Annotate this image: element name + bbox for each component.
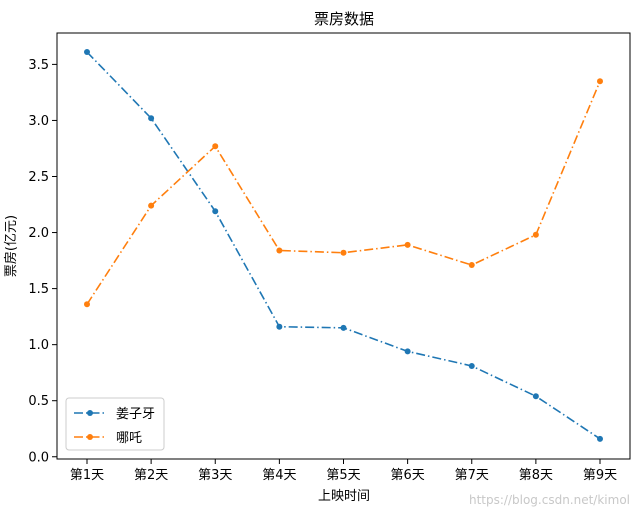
x-tick-label: 第5天 <box>326 468 360 483</box>
x-tick-label: 第6天 <box>390 468 424 483</box>
x-axis: 第1天 第2天 第3天 第4天 第5天 第6天 第7天 第8天 第9天 <box>70 459 617 483</box>
data-point <box>340 249 347 256</box>
y-axis-label: 票房(亿元) <box>3 215 19 277</box>
data-point <box>212 208 219 215</box>
y-tick-label: 2.0 <box>28 226 49 241</box>
y-tick-label: 3.5 <box>28 58 49 73</box>
legend-marker <box>87 410 93 416</box>
data-point <box>340 324 347 331</box>
data-point <box>84 301 90 308</box>
x-tick-label: 第3天 <box>198 468 232 483</box>
legend-box <box>65 397 165 451</box>
data-point <box>212 143 219 150</box>
chart-title: 票房数据 <box>314 10 374 28</box>
y-tick-label: 2.5 <box>28 170 49 185</box>
data-point <box>468 362 475 369</box>
y-tick-label: 3.0 <box>28 114 49 129</box>
y-tick-label: 1.0 <box>28 338 49 353</box>
data-point <box>532 393 539 400</box>
plot-frame <box>56 32 631 460</box>
legend-marker <box>87 434 93 440</box>
series-line-1 <box>86 80 601 305</box>
data-point <box>597 435 603 442</box>
y-tick-label: 1.5 <box>28 282 49 297</box>
x-tick-label: 第2天 <box>134 468 168 483</box>
x-tick-label: 第4天 <box>262 468 296 483</box>
data-point <box>276 323 283 330</box>
series-layer <box>84 49 603 442</box>
x-tick-label: 第7天 <box>455 468 489 483</box>
x-axis-label: 上映时间 <box>318 489 370 504</box>
x-tick-label: 第8天 <box>519 468 553 483</box>
x-tick-label: 第1天 <box>70 468 104 483</box>
legend-label: 姜子牙 <box>116 407 155 422</box>
data-point <box>84 49 90 56</box>
data-point <box>404 241 411 248</box>
data-point <box>276 247 283 254</box>
data-point <box>468 262 475 269</box>
data-point <box>597 78 603 85</box>
x-tick-label: 第9天 <box>583 468 617 483</box>
data-point <box>532 231 539 238</box>
y-tick-label: 0.5 <box>28 394 49 409</box>
watermark-text: https://blog.csdn.net/kimol <box>469 493 630 507</box>
y-axis: 0.0 0.5 1.0 1.5 2.0 2.5 3.0 3.5 <box>28 58 57 465</box>
y-tick-label: 0.0 <box>28 450 49 465</box>
data-point <box>404 348 411 355</box>
legend-label: 哪吒 <box>116 431 142 446</box>
data-point <box>148 202 155 209</box>
data-point <box>148 115 155 122</box>
series-line-0 <box>86 51 601 440</box>
